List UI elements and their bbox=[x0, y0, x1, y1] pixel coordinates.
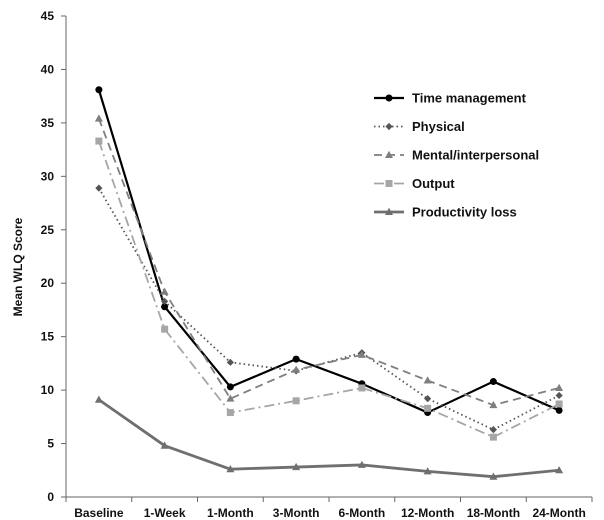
data-point bbox=[489, 433, 497, 441]
y-axis-title: Mean WLQ Score bbox=[11, 217, 25, 316]
data-point bbox=[555, 391, 563, 400]
series-line-output bbox=[98, 140, 560, 439]
x-tick-labels: Baseline 1-Week 1-Month 3-Month 6-Month 12-Mo… bbox=[74, 506, 586, 520]
data-point bbox=[226, 383, 234, 391]
data-point bbox=[226, 394, 235, 402]
data-point bbox=[292, 462, 301, 471]
data-point bbox=[161, 303, 169, 311]
legend-marker bbox=[385, 150, 393, 158]
y-tick-label: 0 bbox=[47, 490, 54, 504]
x-tick-label: 1-Week bbox=[144, 506, 186, 520]
data-point bbox=[292, 355, 300, 363]
legend-label: Physical bbox=[412, 119, 465, 134]
data-point bbox=[555, 400, 563, 408]
y-tick-label: 25 bbox=[41, 223, 55, 237]
data-point bbox=[292, 397, 300, 405]
data-point bbox=[357, 460, 366, 468]
data-point bbox=[292, 365, 301, 373]
y-tick-label: 20 bbox=[41, 276, 55, 290]
y-tick-label: 5 bbox=[47, 437, 54, 451]
legend-item-productivity-loss: Productivity loss bbox=[374, 205, 517, 220]
x-tick-label: Baseline bbox=[74, 506, 124, 520]
y-tick-labels: 0 5 10 15 20 25 30 35 40 45 bbox=[41, 9, 55, 504]
legend-item-mental-interpersonal: Mental/interpersonal bbox=[374, 148, 539, 163]
legend-label: Mental/interpersonal bbox=[412, 148, 539, 163]
series-line-time-management bbox=[97, 89, 560, 414]
axes bbox=[61, 15, 593, 502]
y-tick-label: 45 bbox=[41, 9, 55, 23]
legend-marker bbox=[385, 122, 393, 131]
y-tick-label: 40 bbox=[41, 62, 55, 76]
data-point bbox=[489, 472, 498, 480]
data-point bbox=[95, 137, 103, 145]
legend-label: Productivity loss bbox=[412, 205, 517, 220]
y-tick-label: 10 bbox=[41, 383, 55, 397]
data-point bbox=[94, 114, 103, 122]
series-time-management bbox=[95, 86, 563, 417]
legend-marker bbox=[385, 207, 393, 215]
data-point bbox=[424, 395, 432, 403]
data-point bbox=[357, 350, 366, 358]
legend-label: Output bbox=[412, 176, 455, 191]
data-point bbox=[358, 384, 366, 392]
series-lines bbox=[94, 86, 564, 480]
data-point bbox=[161, 297, 169, 305]
data-point bbox=[489, 378, 497, 386]
data-point bbox=[160, 287, 169, 295]
data-point bbox=[489, 426, 497, 434]
x-tick-label: 24-Month bbox=[532, 506, 585, 520]
y-tick-label: 35 bbox=[41, 116, 55, 130]
legend-item-output: Output bbox=[374, 176, 455, 191]
y-tick-label: 15 bbox=[41, 330, 55, 344]
legend: Time management Physical Mental/interperso… bbox=[374, 91, 539, 220]
legend-label: Time management bbox=[412, 91, 527, 106]
y-tick-label: 30 bbox=[41, 169, 55, 183]
x-tick-label: 6-Month bbox=[339, 506, 386, 520]
data-point bbox=[423, 376, 432, 384]
series-line-physical bbox=[98, 187, 560, 431]
data-point bbox=[226, 358, 234, 366]
series-output bbox=[95, 137, 563, 441]
data-point bbox=[226, 409, 234, 417]
data-point bbox=[94, 395, 103, 403]
data-point bbox=[423, 467, 432, 475]
x-tick-label: 18-Month bbox=[467, 506, 520, 520]
x-tick-label: 12-Month bbox=[401, 506, 454, 520]
series-line-mental-interpersonal bbox=[98, 118, 560, 406]
data-point bbox=[555, 383, 564, 391]
legend-marker bbox=[385, 180, 393, 187]
data-point bbox=[489, 400, 498, 409]
series-line-productivity-loss bbox=[98, 398, 560, 479]
data-point bbox=[555, 466, 564, 474]
x-tick-label: 1-Month bbox=[207, 506, 254, 520]
legend-item-time-management: Time management bbox=[374, 91, 527, 106]
data-point bbox=[226, 465, 235, 473]
legend-item-physical: Physical bbox=[374, 119, 465, 134]
data-point bbox=[555, 406, 563, 414]
series-mental-interpersonal bbox=[94, 114, 564, 409]
data-point bbox=[95, 86, 103, 94]
x-tick-label: 3-Month bbox=[273, 506, 320, 520]
series-productivity-loss bbox=[94, 395, 564, 480]
data-point bbox=[95, 184, 103, 192]
legend-marker bbox=[385, 94, 393, 102]
data-point bbox=[424, 404, 432, 412]
data-point bbox=[161, 325, 169, 333]
data-point bbox=[160, 441, 169, 449]
